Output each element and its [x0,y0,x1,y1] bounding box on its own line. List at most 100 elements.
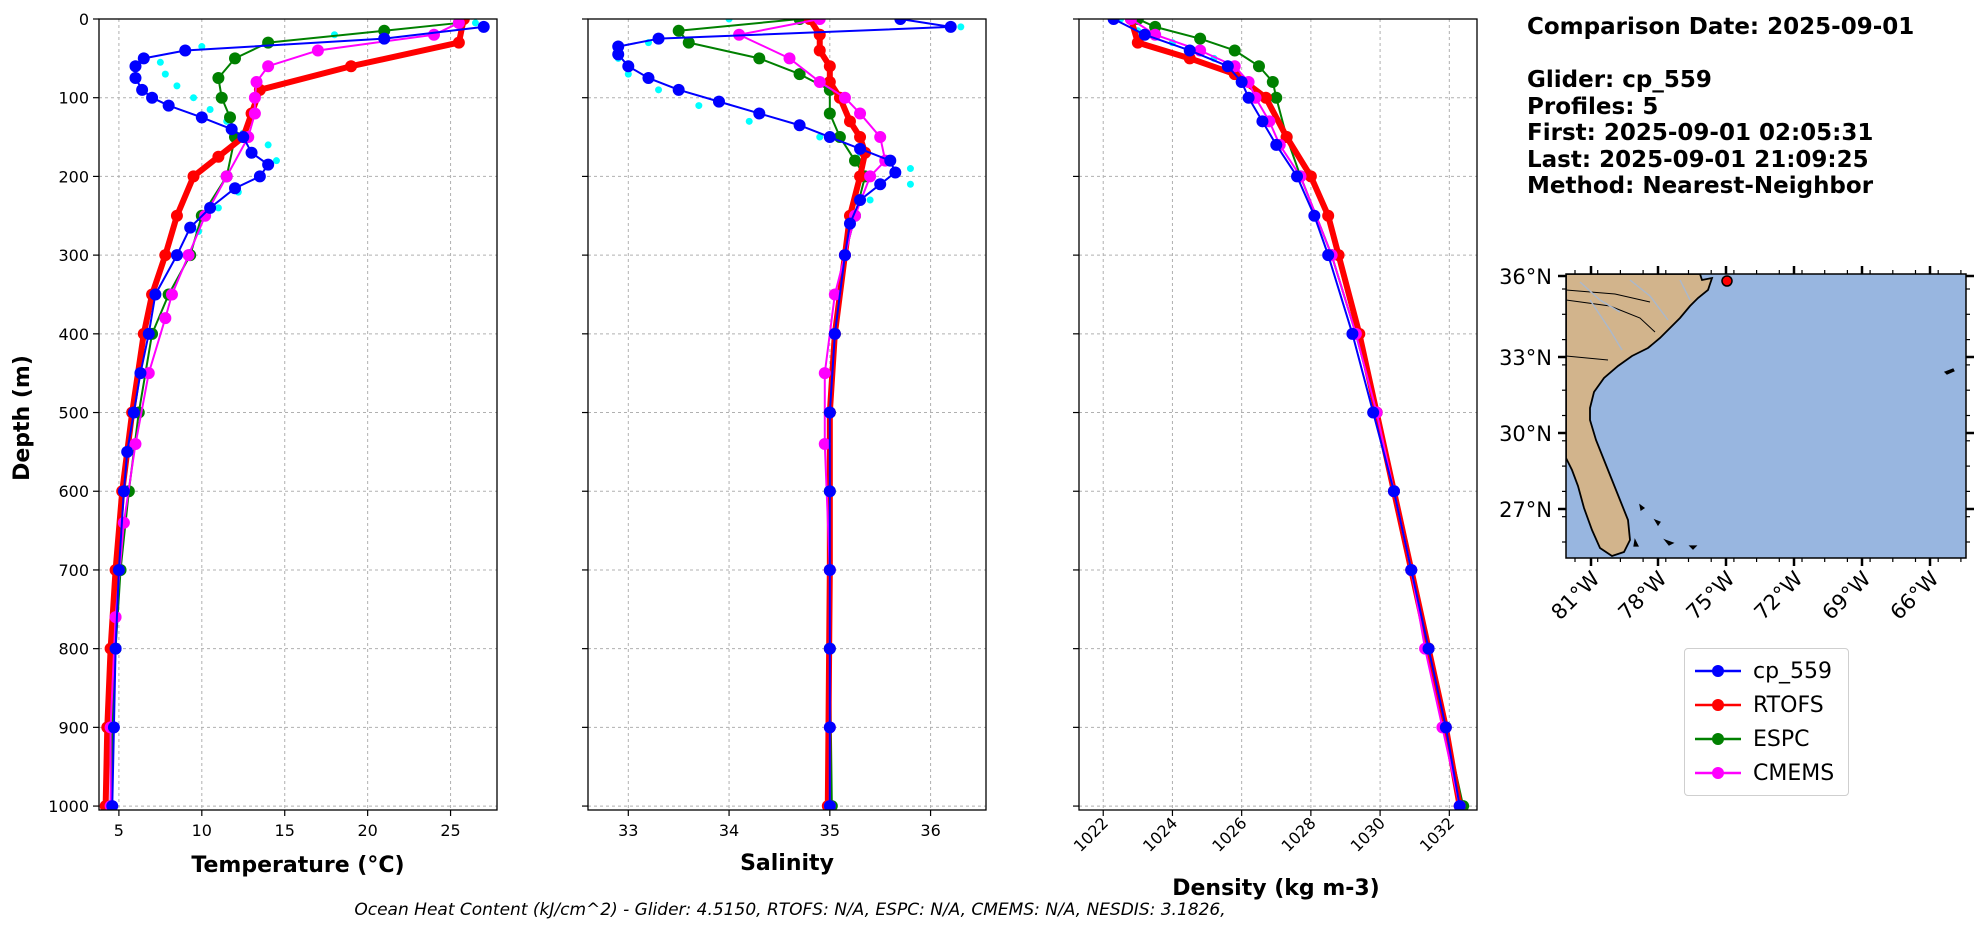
salinity-point-cmems [874,131,887,144]
salinity-tick-label: 35 [820,821,840,840]
map-lon-label: 66°W [1886,566,1944,624]
temperature-point-cp559 [245,146,258,159]
temperature-plot-area [99,19,490,810]
temperature-point-glider-raw [471,19,479,27]
density-point-espc [1194,32,1207,45]
method: Method: Nearest-Neighbor [1527,173,1874,199]
temperature-line-cp559 [111,25,484,807]
map-lat-label: 36°N [1499,265,1552,289]
salinity-point-cp559 [874,178,887,191]
density-point-rtofs [1131,36,1144,49]
map-land [1566,274,1714,557]
density-line-espc [1137,19,1465,807]
temperature-point-cmems [117,516,130,529]
depth-tick-label: 300 [58,246,89,265]
temperature-point-cp559 [137,52,150,65]
depth-tick-label: 0 [79,10,89,29]
glider-position-marker [1721,275,1733,287]
salinity-point-espc [793,68,806,81]
salinity-point-cmems [818,438,831,451]
legend-label-rtofs: RTOFS [1753,692,1824,718]
salinity-point-glider-raw [816,133,824,141]
temperature-point-glider-raw [173,82,181,90]
depth-tick-label: 500 [58,404,89,423]
legend-item-rtofs: RTOFS [1693,690,1824,720]
temperature-point-rtofs [345,60,358,73]
salinity-point-cp559 [823,563,836,576]
depth-tick-label: 600 [58,482,89,501]
legend-item-espc: ESPC [1693,724,1810,754]
temperature-point-cmems [129,438,142,451]
legend: cp_559 RTOFS ESPC CMEMS [1684,648,1849,796]
temperature-point-rtofs [187,170,200,183]
density-point-cp559 [1242,91,1255,104]
temperature-point-cp559 [106,800,119,810]
legend-item-cp559: cp_559 [1693,656,1832,686]
salinity-point-cmems [813,75,826,88]
temperature-point-cp559 [129,72,142,85]
temperature-point-cp559 [121,445,134,458]
temperature-point-cp559 [134,367,147,380]
density-plot-area [1107,19,1470,810]
temperature-point-cp559 [253,170,266,183]
salinity-point-rtofs [854,170,867,183]
density-point-espc [1228,44,1241,57]
temperature-point-cp559 [142,327,155,340]
density-point-cp559 [1322,249,1335,262]
salinity-point-cmems [864,170,877,183]
salinity-point-cmems [838,91,851,104]
density-point-rtofs [1322,209,1335,222]
salinity-point-cp559 [612,48,625,61]
density-line-cp559 [1113,19,1461,807]
temperature-point-cp559 [184,221,197,234]
salinity-point-espc [753,52,766,65]
temperature-line-rtofs [102,19,467,807]
density-tick-label: 1026 [1208,813,1250,855]
density-tick-label: 1022 [1070,813,1112,855]
salinity-point-cp559 [823,131,836,144]
temperature-panel: 0 100 200 300 400 500 600 700 800 900 1000 5 10 15 20 2… [48,10,498,840]
salinity-point-cp559 [828,327,841,340]
salinity-axes-frame [587,18,987,811]
first-time: First: 2025-09-01 02:05:31 [1527,120,1874,146]
legend-swatch-cp559 [1695,665,1741,677]
temperature-point-glider-raw [156,58,164,66]
map-lon-label: 78°W [1614,566,1672,624]
temperature-point-cmems [142,367,155,380]
salinity-point-cmems [828,288,841,301]
salinity-point-glider-raw [957,23,965,31]
density-point-espc [1266,75,1279,88]
temperature-point-espc [224,111,237,124]
temperature-point-cp559 [179,44,192,57]
salinity-point-espc [823,107,836,120]
density-point-cp559 [1422,642,1435,655]
salinity-point-glider-raw [695,102,703,110]
temperature-point-cmems [165,288,178,301]
salinity-point-cp559 [843,217,856,230]
salinity-point-glider-raw [745,117,753,125]
density-point-cmems [1124,19,1137,25]
salinity-point-rtofs [823,75,836,88]
map-lon-label: 69°W [1818,566,1876,624]
salinity-point-cp559 [823,485,836,498]
density-point-cp559 [1453,800,1466,810]
temperature-point-rtofs [212,150,225,163]
salinity-point-cp559 [838,249,851,262]
temperature-point-cp559 [225,123,238,136]
temperature-point-rtofs [159,249,172,262]
density-panel: 1022 1024 1026 1028 1030 1032 [1070,18,1478,856]
density-point-espc [1270,91,1283,104]
temperature-point-cmems [452,19,465,29]
salinity-point-glider-raw [866,196,874,204]
temperature-point-cp559 [170,249,183,262]
salinity-point-rtofs [823,60,836,73]
density-point-cp559 [1346,327,1359,340]
salinity-point-glider-raw [906,180,914,188]
salinity-point-cp559 [823,800,836,810]
temperature-point-cmems [248,91,261,104]
legend-swatch-rtofs [1695,699,1741,711]
temperature-point-espc [215,91,228,104]
density-axis-label: Density (kg m-3) [1172,876,1380,901]
salinity-point-cp559 [642,72,655,85]
salinity-point-cp559 [712,95,725,108]
